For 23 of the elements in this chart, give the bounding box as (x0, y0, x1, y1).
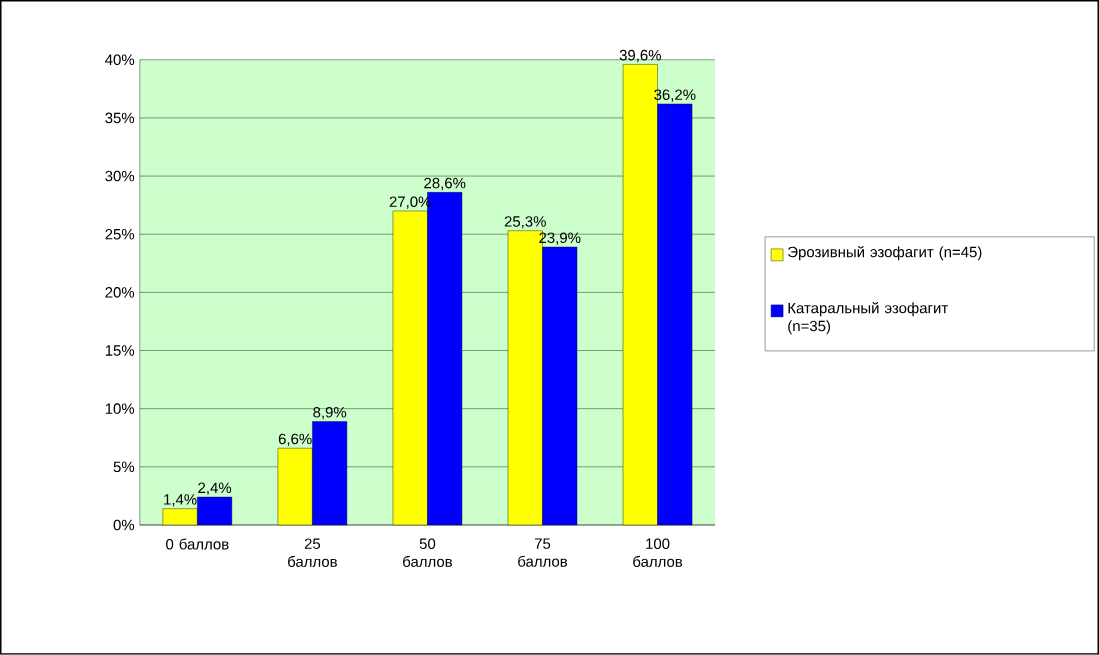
x-tick-label: 100 баллов (633, 538, 683, 568)
y-tick-label: 30% (105, 170, 135, 182)
y-tick-label: 10% (105, 403, 135, 415)
y-tick-label: 15% (105, 345, 135, 356)
y-tick-label: 5% (113, 461, 135, 473)
x-tick-label: 0 баллов (166, 538, 229, 550)
x-tick-label: 75 баллов (518, 538, 568, 567)
y-tick-label: 40% (105, 54, 135, 66)
legend-label: Катаральный эзофагит (n=35) (788, 302, 948, 335)
data-label: 8,9% (313, 407, 347, 420)
y-tick-label: 0% (113, 519, 135, 531)
data-label: 25,3% (504, 216, 546, 229)
y-tick-label: 25% (105, 229, 135, 240)
data-label: 1,4% (164, 494, 197, 507)
legend-label: Эрозивный эзофагит (n=45) (788, 246, 982, 261)
data-label: 2,4% (198, 482, 232, 495)
y-tick-label: 35% (105, 112, 135, 124)
y-tick-label: 20% (105, 287, 135, 298)
x-tick-label: 25 баллов (288, 538, 337, 568)
x-tick-label: 50 баллов (403, 538, 452, 568)
data-label: 28,6% (424, 177, 466, 191)
data-label: 6,6% (278, 433, 312, 447)
data-label: 39,6% (619, 49, 661, 63)
